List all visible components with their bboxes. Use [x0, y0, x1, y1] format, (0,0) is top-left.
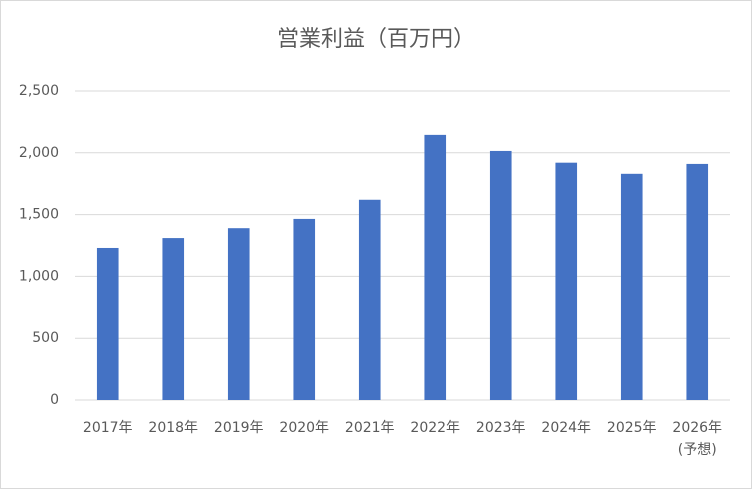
y-tick-label: 1,000 [19, 268, 59, 284]
x-tick-label: 2021年 [344, 420, 395, 436]
bar [489, 150, 512, 400]
y-tick-label: 2,000 [19, 145, 59, 161]
x-tick-label: 2022年 [410, 420, 461, 436]
y-tick-label: 500 [32, 330, 59, 346]
y-tick-label: 2,500 [19, 83, 59, 99]
chart-title: 営業利益（百万円） [277, 27, 475, 52]
y-tick-label: 0 [50, 392, 59, 408]
x-tick-label: 2025年 [606, 420, 657, 436]
x-tick-label: 2018年 [148, 420, 199, 436]
x-tick-label: 2019年 [213, 420, 264, 436]
bar [555, 162, 578, 400]
bar [162, 238, 185, 400]
bar [96, 247, 119, 400]
bar [686, 163, 709, 400]
bar [293, 218, 316, 400]
x-tick-label: 2024年 [541, 420, 592, 436]
x-tick-label: 2017年 [82, 420, 133, 436]
x-tick-label: 2026年(予想) [672, 420, 723, 458]
bar [358, 199, 381, 400]
bar [424, 134, 447, 401]
bar [227, 228, 250, 400]
bar [620, 173, 643, 400]
x-tick-label: 2020年 [279, 420, 330, 436]
x-tick-label: 2023年 [475, 420, 526, 436]
y-tick-label: 1,500 [19, 207, 59, 223]
